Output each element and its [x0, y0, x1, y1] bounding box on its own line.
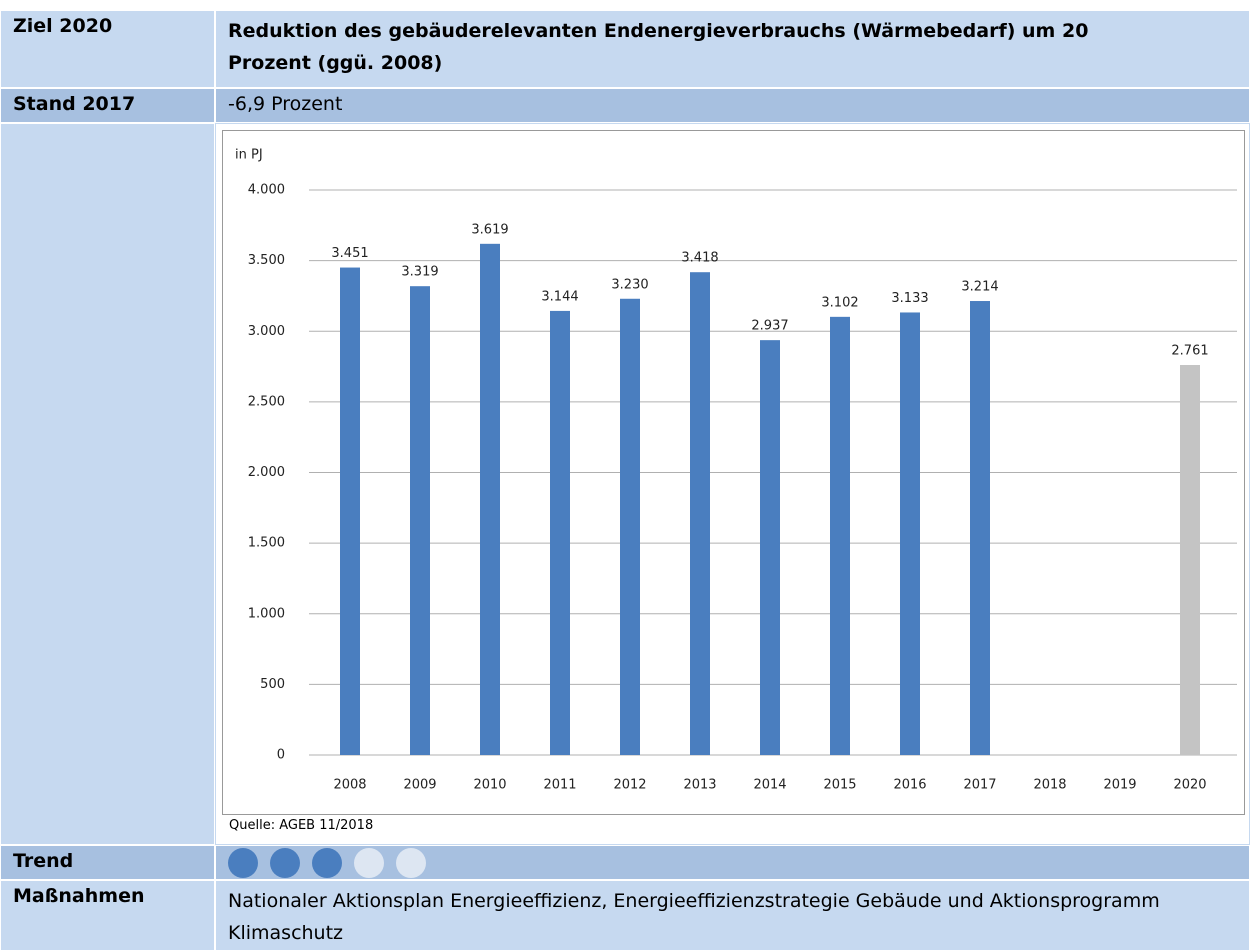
y-tick-label: 0 — [277, 748, 285, 763]
bar — [480, 243, 500, 755]
label: Ziel 2020 — [0, 10, 215, 88]
bar — [410, 286, 430, 755]
y-tick-label: 4.000 — [248, 183, 285, 198]
bar — [620, 298, 640, 755]
status-text: -6,9 Prozent — [215, 88, 1250, 123]
value-label: 3.102 — [821, 295, 858, 310]
x-tick-label: 2015 — [823, 778, 856, 793]
x-tick-label: 2009 — [403, 778, 436, 793]
source: Quelle: AGEB 11/2018 — [229, 818, 374, 833]
x-tick-label: 2019 — [1103, 778, 1136, 793]
y-axis-label: in PJ — [235, 148, 263, 163]
y-tick-label: 2.000 — [248, 465, 285, 480]
x-tick-label: 2018 — [1033, 778, 1066, 793]
label: Stand 2017 — [0, 88, 215, 123]
y-tick-label: 1.500 — [248, 536, 285, 551]
bar — [830, 316, 850, 755]
trend-dot — [228, 847, 258, 878]
label: Maßnahmen — [0, 880, 215, 951]
value-label: 3.418 — [681, 251, 718, 266]
x-tick-label: 2020 — [1173, 778, 1206, 793]
goal-text: Reduktion des gebäuderelevanten Endenerg… — [215, 10, 1250, 88]
x-tick-label: 2010 — [473, 778, 506, 793]
bar — [900, 312, 920, 755]
x-tick-label: 2012 — [613, 778, 646, 793]
measures-text: Nationaler Aktionsplan Energieeffizienz,… — [215, 880, 1250, 951]
y-tick-label: 3.000 — [248, 324, 285, 339]
bar — [340, 267, 360, 755]
value-label: 2.937 — [751, 319, 788, 334]
bar — [690, 272, 710, 755]
empty-cell — [0, 123, 215, 845]
trend-dot — [270, 847, 300, 878]
x-tick-label: 2008 — [333, 778, 366, 793]
value-label: 3.319 — [401, 265, 438, 280]
bar — [970, 301, 990, 755]
y-tick-label: 2.500 — [248, 394, 285, 409]
value-label: 2.761 — [1171, 344, 1208, 359]
trend-dot — [354, 847, 384, 878]
bar — [1180, 365, 1200, 755]
trend-cell — [215, 845, 1250, 880]
value-label: 3.144 — [541, 289, 578, 304]
bar — [550, 310, 570, 755]
y-tick-label: 1.000 — [248, 606, 285, 621]
bar — [760, 340, 780, 755]
x-tick-label: 2016 — [893, 778, 926, 793]
x-tick-label: 2013 — [683, 778, 716, 793]
x-tick-label: 2017 — [963, 778, 996, 793]
x-tick-label: 2014 — [753, 778, 786, 793]
value-label: 3.230 — [611, 277, 648, 292]
chart: in PJ 0 500 1.000 1.500 2.000 2.500 3.000 3.500… — [222, 130, 1245, 815]
y-tick-label: 3.500 — [248, 253, 285, 268]
value-label: 3.619 — [471, 222, 508, 237]
value-label: 3.214 — [961, 280, 998, 295]
y-tick-label: 500 — [260, 677, 285, 692]
trend-dot — [312, 847, 342, 878]
value-label: 3.451 — [331, 246, 368, 261]
x-tick-label: 2011 — [543, 778, 576, 793]
trend-dot — [396, 847, 426, 878]
label: Trend — [0, 845, 215, 880]
value-label: 3.133 — [891, 291, 928, 306]
